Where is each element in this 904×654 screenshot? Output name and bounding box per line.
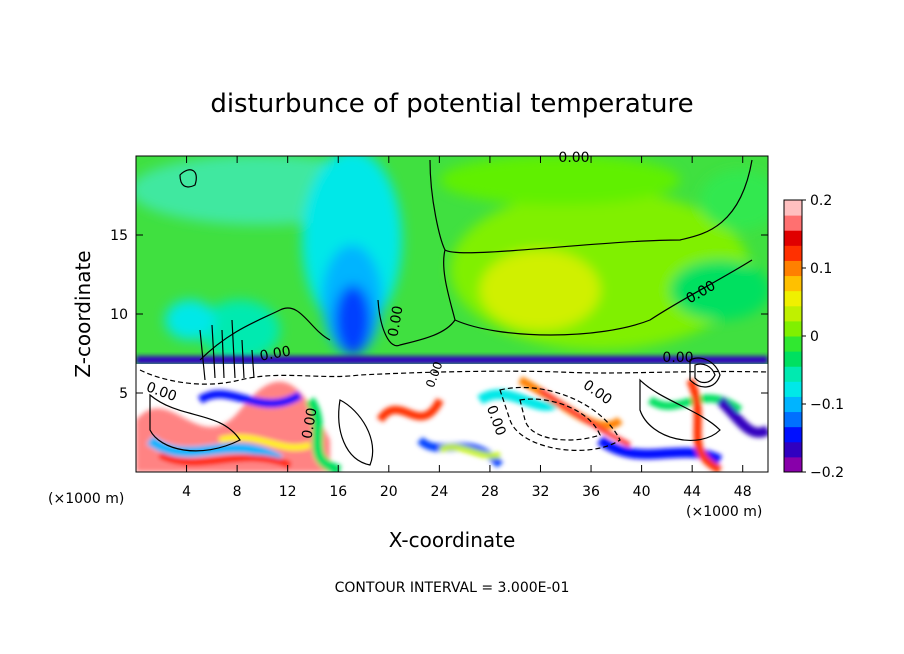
colorbar-segment	[784, 351, 802, 367]
contour-label-1: 0.00	[558, 150, 589, 166]
y-tick-label: 10	[110, 307, 128, 323]
colorbar-segment	[784, 215, 802, 231]
x-tick-label: 20	[380, 484, 398, 500]
x-tick-label: 32	[532, 484, 550, 500]
y-tick-label: 15	[110, 228, 128, 244]
colorbar-segment	[784, 396, 802, 413]
y-axis: 5 10 15	[110, 228, 768, 402]
colorbar-segment	[784, 381, 802, 397]
colorbar-tick-label: 0.2	[810, 193, 832, 209]
colorbar-tick-label: 0.1	[810, 261, 832, 277]
colorbar-segment	[784, 275, 802, 292]
colorbar-segment	[784, 290, 802, 307]
x-tick-label: 16	[329, 484, 347, 500]
colorbar-tick-label: 0	[810, 329, 819, 345]
x-axis-label: X-coordinate	[389, 528, 516, 552]
x-tick-label: 12	[279, 484, 297, 500]
colorbar-segment	[784, 336, 802, 352]
x-axis: 4 8 12 16 20 24 28 32 36 40 44 48	[182, 156, 752, 500]
colorbar-segment	[784, 366, 802, 382]
colorbar-segment	[784, 441, 802, 458]
x-unit-right: (×1000 m)	[686, 504, 762, 520]
y-tick-label: 5	[119, 386, 128, 402]
x-tick-label: 28	[481, 484, 499, 500]
colorbar-segment	[784, 426, 802, 443]
x-tick-label: 44	[683, 484, 701, 500]
contour-labels: 0.00 0.00 0.00 0.00 0.00 0.00 0.00 0.00 …	[144, 150, 719, 440]
contour-label-3: 0.00	[385, 305, 406, 338]
x-tick-label: 48	[734, 484, 752, 500]
x-tick-label: 36	[582, 484, 600, 500]
y-axis-label: Z-coordinate	[71, 250, 95, 377]
colorbar-segment	[784, 230, 802, 246]
contour-label-7: 0.00	[299, 407, 320, 440]
x-tick-label: 24	[430, 484, 448, 500]
colorbar-segment	[784, 305, 802, 322]
colorbar-segment	[784, 260, 802, 277]
colorbar-tick-label: −0.2	[810, 465, 844, 481]
colorbar-segment	[784, 456, 802, 473]
colorbar-segment	[784, 320, 802, 337]
x-unit-left: (×1000 m)	[48, 491, 124, 507]
chart-title: disturbunce of potential temperature	[210, 89, 693, 119]
colorbar-tick-label: −0.1	[810, 397, 844, 413]
contour-label-5: 0.00	[662, 350, 693, 366]
colorbar: 0.2 0.1 0 −0.1 −0.2	[783, 193, 844, 481]
colorbar-segment	[784, 411, 802, 428]
contour-interval-note: CONTOUR INTERVAL = 3.000E-01	[335, 580, 570, 596]
colorbar-segment	[784, 245, 802, 261]
x-tick-label: 40	[633, 484, 651, 500]
field-plot	[136, 156, 768, 472]
x-tick-label: 8	[233, 484, 242, 500]
contour-label-2: 0.00	[259, 343, 292, 364]
colorbar-segment	[784, 200, 802, 216]
x-tick-label: 4	[182, 484, 191, 500]
